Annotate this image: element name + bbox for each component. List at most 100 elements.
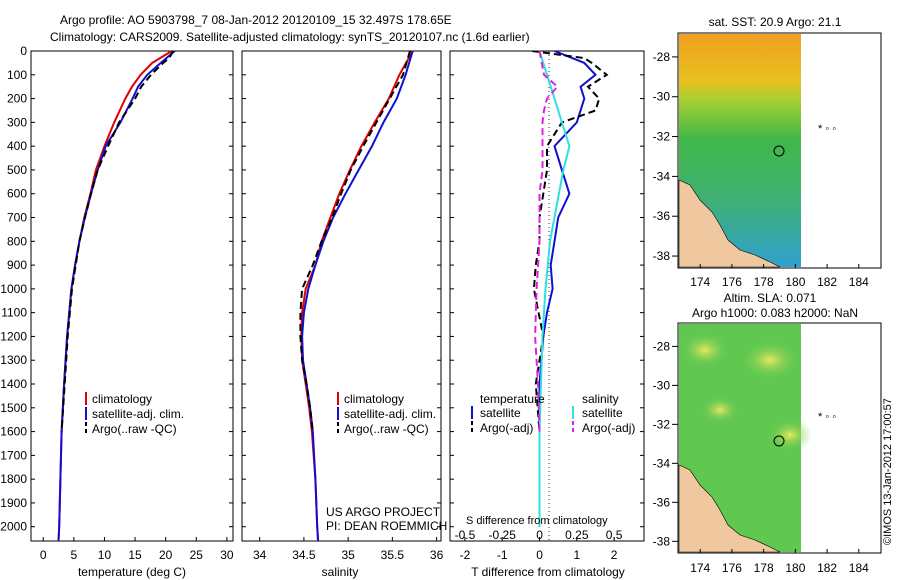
temperature-legend: climatology satellite-adj. clim. Argo(..…: [85, 392, 184, 436]
x-tick-label: 0: [40, 548, 47, 562]
lon-tick-label: 180: [785, 275, 805, 289]
series-line-salinity-satellite: [538, 51, 571, 527]
t-difference-axis-label: T difference from climatology: [471, 565, 625, 579]
difference-legend: temperature salinity satellite Argo(-adj…: [471, 392, 635, 435]
salinity-panel: 34 34.5 35 35.5 36 salinity climatology sate…: [241, 50, 447, 579]
depth-tick-label: 1900: [0, 496, 27, 510]
depth-tick-label: 1300: [0, 353, 27, 367]
s-diff-tick-label: 0: [536, 528, 543, 542]
depth-tick-label: 1100: [1, 306, 27, 320]
sla-anomaly: [740, 340, 800, 380]
legend-climatology-label: climatology: [344, 392, 404, 406]
lon-tick-label: 184: [849, 275, 869, 289]
x-tick-label: 10: [98, 548, 112, 562]
x-tick-label: 35: [341, 548, 355, 562]
legend-argo-label: Argo(..raw -QC): [92, 422, 177, 436]
legend-satellite-label: satellite-adj. clim.: [344, 407, 436, 421]
temperature-panel: 0 5 10 15 20 25 30 temperature (deg C) climato…: [30, 50, 234, 579]
argo-float-marker: [773, 435, 785, 447]
legend-satellite-label: satellite-adj. clim.: [92, 407, 184, 421]
legend-t-satellite-label: satellite: [480, 406, 521, 420]
depth-tick-label: 600: [7, 187, 27, 201]
sla-map-title-2: Argo h1000: 0.083 h2000: NaN: [692, 306, 858, 320]
credits-line-2: PI: DEAN ROEMMICH: [326, 519, 447, 533]
sla-anomaly: [700, 396, 740, 424]
x-tick-label: 35.5: [381, 548, 405, 562]
sla-lon-ticks: 174 176 178 180 182 184: [690, 549, 869, 575]
x-tick-label: 2: [611, 548, 618, 562]
depth-tick-label: 500: [7, 163, 27, 177]
x-tick-label: 34.5: [292, 548, 316, 562]
sst-lon-ticks: 174 176 178 180 182 184: [690, 264, 869, 289]
lat-tick-label: -38: [653, 534, 671, 548]
depth-tick-label: 900: [7, 258, 27, 272]
x-tick-label: 20: [159, 548, 173, 562]
legend-t-argo-label: Argo(-adj): [480, 421, 533, 435]
x-tick-label: 30: [220, 548, 234, 562]
salinity-lines: [299, 51, 414, 541]
depth-tick-label: 800: [7, 234, 27, 248]
series-line-argo-raw-qc-: [60, 51, 174, 432]
sla-lat-ticks: -28 -30 -32 -34 -36 -38: [653, 339, 678, 548]
x-tick-label: 5: [71, 548, 78, 562]
salinity-x-ticks: 34 34.5 35 35.5 36: [253, 537, 444, 562]
difference-panel: -2 -1 0 1 2 -0.5 -0.25 0 0.25 0.5 S difference fr…: [449, 50, 645, 579]
sla-anomaly: [680, 332, 730, 368]
difference-x-ticks: -2 -1 0 1 2 -0.5 -0.25 0 0.25 0.5: [455, 528, 623, 562]
figure-title-line-2: Climatology: CARS2009. Satellite-adjuste…: [50, 30, 530, 44]
depth-tick-label: 300: [7, 115, 27, 129]
lat-tick-label: -30: [653, 378, 671, 392]
s-diff-tick-label: 0.5: [606, 528, 623, 542]
legend-s-argo-label: Argo(-adj): [582, 421, 635, 435]
figure-title-line-1: Argo profile: AO 5903798_7 08-Jan-2012 2…: [60, 13, 452, 27]
depth-tick-label: 0: [20, 44, 27, 58]
sst-map-title: sat. SST: 20.9 Argo: 21.1: [709, 15, 842, 29]
legend-s-satellite-label: satellite: [582, 406, 623, 420]
depth-tick-label: 400: [7, 139, 27, 153]
temperature-x-ticks: 0 5 10 15 20 25 30: [40, 537, 234, 562]
depth-tick-label: 1800: [0, 472, 27, 486]
island-marks: * ◦ ◦: [818, 123, 836, 135]
lat-tick-label: -32: [653, 130, 671, 144]
sla-anomaly: [768, 419, 812, 451]
depth-tick-label: 200: [7, 92, 27, 106]
depth-tick-label: 700: [7, 211, 27, 225]
series-line-salinity-argo-adj-: [534, 51, 559, 432]
lat-tick-label: -28: [653, 339, 671, 353]
x-tick-label: -2: [460, 548, 471, 562]
sst-map: sat. SST: 20.9 Argo: 21.1 * ◦ ◦ -28 -30 -3…: [653, 15, 882, 289]
depth-tick-label: 1400: [0, 377, 27, 391]
depth-tick-label: 1700: [0, 448, 27, 462]
argo-float-marker: [773, 145, 785, 157]
s-diff-tick-label: -0.5: [455, 528, 476, 542]
island-marks: * ◦ ◦: [818, 411, 836, 423]
temperature-axis-label: temperature (deg C): [78, 565, 186, 579]
s-diff-tick-label: -0.25: [489, 528, 517, 542]
x-tick-label: 0: [536, 548, 543, 562]
lat-tick-label: -38: [653, 249, 671, 263]
credits-line-1: US ARGO PROJECT: [326, 505, 441, 519]
lon-tick-label: 176: [722, 561, 742, 575]
lon-tick-label: 174: [690, 275, 710, 289]
x-tick-label: 34: [253, 548, 267, 562]
depth-tick-label: 1000: [0, 282, 27, 296]
series-line-climatology: [300, 51, 414, 541]
depth-tick-labels: 0 100 200 300 400 500 600 700 800 900 1000 1100 1200…: [0, 44, 644, 534]
sla-map: Altim. SLA: 0.071 Argo h1000: 0.083 h200…: [653, 291, 882, 575]
temperature-lines: [57, 51, 176, 541]
temperature-axes: [30, 50, 234, 542]
lon-tick-label: 178: [754, 561, 774, 575]
series-line-climatology: [57, 51, 173, 541]
series-line-satellite-adj-clim-: [301, 51, 414, 541]
depth-tick-label: 1500: [0, 401, 27, 415]
legend-climatology-label: climatology: [92, 392, 152, 406]
x-tick-label: 36: [430, 548, 444, 562]
sst-lat-ticks: -28 -30 -32 -34 -36 -38: [653, 50, 678, 263]
salinity-legend: climatology satellite-adj. clim. Argo(..…: [337, 392, 436, 436]
salinity-axis-label: salinity: [322, 565, 359, 579]
lon-tick-label: 182: [817, 275, 837, 289]
series-line-temperature-satellite: [538, 51, 597, 527]
depth-tick-label: 1600: [0, 425, 27, 439]
lon-tick-label: 178: [754, 275, 774, 289]
